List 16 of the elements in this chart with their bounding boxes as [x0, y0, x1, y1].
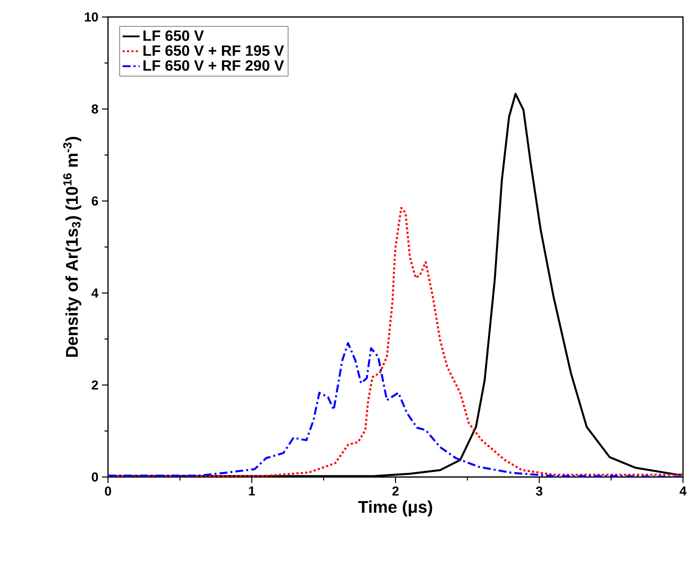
x-tick-label: 2: [392, 486, 399, 496]
x-tick-label: 0: [104, 486, 112, 496]
legend-label: LF 650 V + RF 195 V: [143, 45, 284, 56]
y-tick-label: 6: [92, 196, 98, 206]
y-tick-label: 10: [84, 12, 98, 22]
legend-label: LF 650 V: [143, 30, 204, 41]
y-tick-label: 2: [92, 380, 98, 390]
y-tick-label: 0: [92, 472, 98, 482]
x-axis-title: Time (μs): [358, 500, 432, 516]
x-tick-label: 3: [536, 486, 542, 496]
y-tick-label: 8: [92, 104, 98, 114]
x-tick-label: 4: [680, 486, 687, 496]
y-tick-label: 4: [91, 288, 98, 298]
legend-label: LF 650 V + RF 290 V: [143, 60, 284, 71]
x-tick-label: 1: [248, 486, 255, 496]
y-axis-title: Density of Ar(1s$_{3}$) (10$^{16}$ m$^{-3}$): [63, 136, 82, 357]
